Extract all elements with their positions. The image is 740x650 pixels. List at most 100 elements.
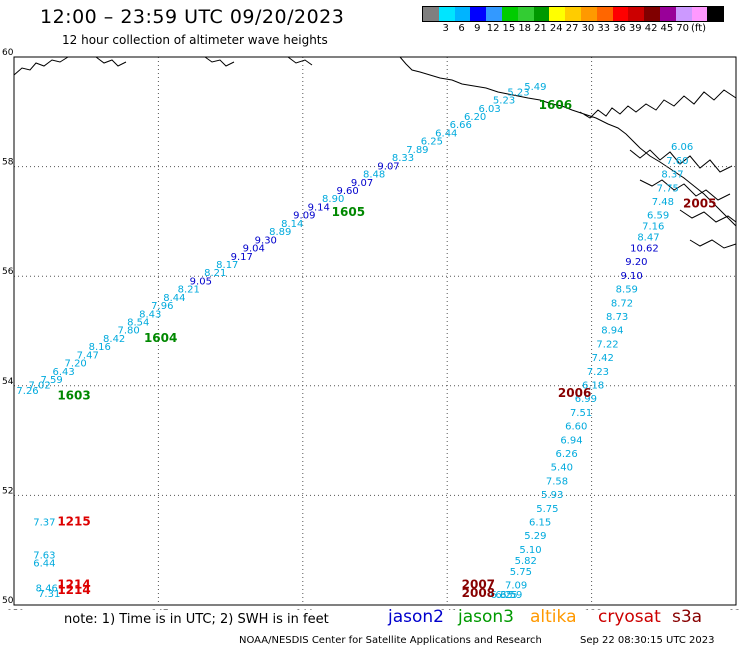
legend-label: 3	[442, 23, 449, 34]
swh-value: 7.37	[33, 518, 55, 529]
swh-value: 7.48	[652, 197, 674, 208]
legend-swatch	[707, 7, 724, 21]
swh-value: 8.43	[139, 309, 161, 320]
swh-value: 7.58	[546, 476, 568, 487]
swh-value: 8.73	[606, 312, 628, 323]
legend-label: 9	[474, 23, 481, 34]
pass-time-label: 1606	[539, 98, 572, 112]
legend-label: 24	[549, 23, 563, 34]
legend-swatch	[470, 7, 487, 21]
pass-time-label: 2008	[462, 586, 495, 600]
mission-name: cryosat	[598, 607, 661, 627]
swh-value: 6.35	[491, 590, 513, 601]
legend-swatch	[438, 7, 455, 21]
swh-value: 5.93	[541, 490, 563, 501]
swh-value: 6.15	[529, 518, 551, 529]
legend-swatch	[517, 7, 534, 21]
swh-value: 7.51	[570, 408, 592, 419]
swh-value: 8.21	[178, 285, 200, 296]
swh-value: 7.60	[666, 156, 688, 167]
legend-swatch	[644, 7, 660, 21]
swh-value: 6.66	[450, 120, 472, 131]
lat-tick-label: 54	[2, 377, 14, 387]
lat-tick-label: 60	[2, 48, 14, 58]
swh-value: 9.07	[351, 178, 373, 189]
swh-value: 5.23	[507, 87, 529, 98]
swh-value: 6.06	[671, 142, 693, 153]
swh-value: 8.37	[661, 170, 683, 181]
legend-label: 6	[458, 23, 465, 34]
color-legend: 3 6 9 12 15 18 21 24 27 30 33 36 39 42 45 70 (ft)	[422, 6, 725, 36]
credit-line: NOAA/NESDIS Center for Satellite Applica…	[239, 635, 542, 646]
swh-value: 6.94	[560, 435, 582, 446]
swh-value: 9.09	[293, 211, 315, 222]
legend-labels: 3 6 9 12 15 18 21 24 27 30 33 36 39 42 45 70 (ft)	[422, 22, 724, 36]
swh-value: 5.75	[536, 504, 558, 515]
swh-value: 8.59	[616, 285, 638, 296]
swh-value: 10.62	[630, 244, 659, 255]
swh-value: 7.80	[117, 326, 139, 337]
swh-value: 7.89	[406, 145, 428, 156]
swh-value: 7.31	[38, 589, 60, 600]
lon-tick-label: -147	[148, 609, 168, 610]
swh-value: 7.22	[596, 339, 618, 350]
pass-time-label: 1605	[332, 205, 365, 219]
lat-tick-label: 50	[2, 596, 14, 606]
swh-value: 6.03	[478, 104, 500, 115]
lon-tick-label: -144	[293, 609, 314, 610]
legend-label: 70	[676, 23, 690, 34]
swh-value: 6.26	[556, 449, 578, 460]
mission-name: s3a	[672, 607, 703, 627]
swh-value: 8.94	[601, 326, 623, 337]
legend-label: 21	[534, 23, 547, 34]
legend-label: (ft)	[690, 23, 707, 34]
swh-value: 8.47	[637, 233, 659, 244]
lat-tick-label: 56	[2, 267, 14, 277]
swh-value: 5.40	[551, 463, 573, 474]
legend-swatch	[533, 7, 550, 21]
swh-value: 6.25	[421, 137, 443, 148]
swh-value: 5.82	[515, 556, 537, 567]
swh-value: 7.63	[33, 550, 55, 561]
footer-note: note: 1) Time is in UTC; 2) SWH is in fe…	[64, 612, 329, 627]
pass-time-label: 1603	[57, 389, 90, 403]
legend-swatch	[596, 7, 613, 21]
pass-time-label: 2007	[462, 578, 495, 592]
swh-value: 8.54	[127, 318, 149, 329]
coastline	[13, 56, 737, 249]
swh-value: 7.96	[151, 301, 173, 312]
legend-swatch	[549, 7, 566, 21]
legend-label: 42	[644, 23, 658, 34]
swh-value: 9.14	[308, 202, 330, 213]
pass-time-label: 2006	[558, 386, 591, 400]
swh-value: 5.75	[510, 567, 532, 578]
mission-name: altika	[530, 607, 577, 627]
swh-value: 8.89	[269, 227, 291, 238]
mission-name: jason2	[388, 607, 444, 627]
timestamp: Sep 22 08:30:15 UTC 2023	[580, 635, 715, 646]
lat-tick-label: 58	[2, 158, 14, 168]
swh-value: 6.59	[647, 211, 669, 222]
swh-value: 8.90	[322, 194, 344, 205]
page-subtitle: 12 hour collection of altimeter wave hei…	[62, 33, 328, 47]
swh-value: 8.16	[89, 342, 111, 353]
swh-value: 7.59	[40, 375, 62, 386]
swh-value: 8.33	[392, 153, 414, 164]
swh-value: 5.10	[519, 545, 541, 556]
legend-label: 12	[486, 23, 500, 34]
swh-value: 5.23	[493, 96, 515, 107]
lon-tick-label: -141	[437, 609, 457, 610]
legend-label: 15	[502, 23, 516, 34]
legend-swatch	[454, 7, 471, 21]
legend-label: 45	[660, 23, 674, 34]
swh-value: 6.25	[495, 590, 517, 601]
swh-value: 7.26	[16, 386, 38, 397]
legend-swatch	[659, 7, 676, 21]
swh-value: 8.48	[363, 170, 385, 181]
lon-tick-label: -138	[581, 609, 602, 610]
legend-swatch	[691, 7, 708, 21]
pass-time-label: 1604	[144, 331, 177, 345]
legend-label: 36	[613, 23, 626, 34]
swh-value: 5.29	[524, 531, 546, 542]
swh-value: 9.17	[231, 252, 253, 263]
